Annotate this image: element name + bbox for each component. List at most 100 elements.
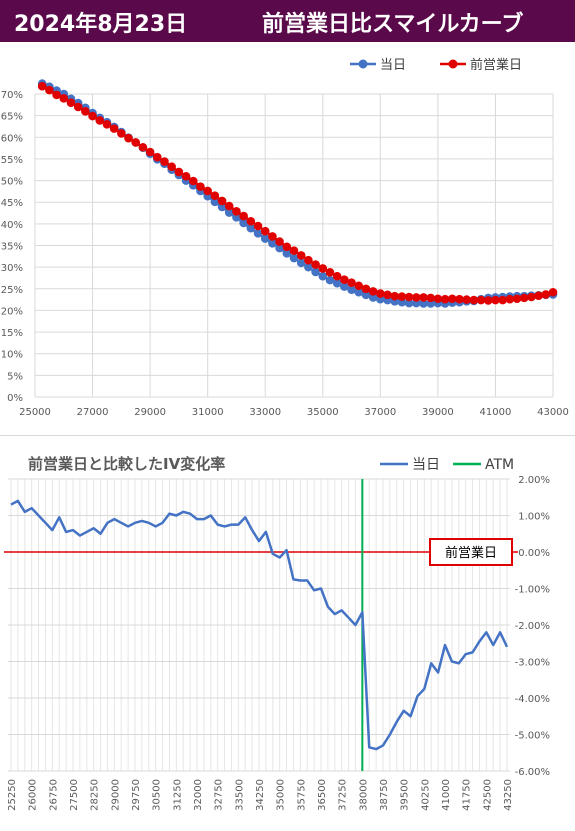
data-point — [73, 102, 83, 112]
data-point — [296, 251, 306, 260]
y-tick-label: 35% — [1, 242, 23, 253]
y-tick-label: 5% — [7, 371, 23, 382]
x-tick-label: 26000 — [28, 779, 39, 811]
x-tick-label: 29750 — [131, 779, 142, 811]
data-point — [289, 253, 299, 263]
data-point — [340, 275, 349, 284]
data-point — [124, 133, 133, 143]
data-point — [426, 293, 435, 303]
series-line-current — [41, 82, 554, 305]
data-point — [318, 264, 328, 273]
data-point — [512, 294, 522, 304]
data-point — [347, 278, 356, 288]
y-tick-label: 0% — [7, 393, 23, 404]
series-line-previous — [41, 85, 554, 302]
data-point — [217, 196, 227, 206]
data-point — [548, 287, 558, 297]
x-tick-label: 41000 — [480, 407, 512, 418]
legend-marker — [358, 59, 368, 69]
data-point — [102, 120, 112, 129]
data-point — [519, 293, 529, 303]
x-tick-label: 31000 — [192, 407, 224, 418]
data-point — [203, 186, 212, 196]
x-tick-label: 36500 — [317, 779, 328, 811]
data-point — [260, 234, 270, 243]
y-tick-label: 60% — [1, 133, 23, 144]
y-tick-label: 30% — [1, 263, 23, 274]
data-point — [390, 291, 400, 301]
x-tick-label: 39000 — [422, 407, 454, 418]
data-point — [469, 295, 479, 305]
iv-change-svg: 2.00% 1.00% 0.00% -1.00% -2.00% -3.00% -4.00% -… — [4, 455, 550, 811]
y-tick-label: 15% — [1, 328, 23, 339]
y-tick-label: -4.00% — [515, 694, 550, 705]
data-point — [95, 116, 105, 125]
x-tick-label: 43000 — [537, 407, 569, 418]
data-point — [498, 295, 507, 305]
data-point — [174, 167, 184, 177]
data-point — [332, 271, 342, 281]
legend-label: 前営業日 — [470, 57, 522, 73]
data-point — [433, 294, 443, 304]
header-title: 前営業日比スマイルカーブ — [262, 12, 524, 37]
data-point — [253, 229, 263, 238]
y-tick-label: -5.00% — [515, 731, 550, 742]
legend-marker — [448, 59, 458, 69]
data-point — [383, 290, 392, 300]
x-tick-label: 27000 — [77, 407, 109, 418]
y-tick-label: 20% — [1, 306, 23, 317]
data-point — [483, 296, 493, 305]
x-tick-label: 35000 — [307, 407, 339, 418]
y-tick-label: -1.00% — [515, 585, 550, 596]
data-point — [268, 232, 277, 241]
data-point — [275, 237, 284, 246]
y-tick-label: 25% — [1, 285, 23, 296]
data-point — [282, 242, 292, 252]
x-tick-label: 39500 — [400, 779, 411, 811]
data-point — [253, 221, 263, 231]
data-point — [505, 294, 515, 304]
y-tick-label: 50% — [1, 177, 23, 188]
data-point — [66, 98, 76, 107]
zero-line-label-box — [429, 538, 513, 566]
data-point — [541, 290, 551, 299]
y-tick-label: 2.00% — [518, 475, 550, 486]
series-line-current — [10, 499, 509, 751]
data-point — [109, 124, 119, 133]
y-tick-label: 70% — [1, 90, 23, 101]
header-date: 2024年8月23日 — [14, 12, 188, 37]
smile-curve-chart: 0% 5% 10% 15% 20% 25% 30% 35% 40% 45% 50% 55% 60% 65%… — [0, 42, 575, 436]
data-point — [81, 107, 90, 116]
data-point — [404, 292, 414, 302]
x-tick-label: 25250 — [7, 779, 18, 811]
x-tick-label: 31250 — [172, 779, 183, 811]
y-tick-label: -3.00% — [515, 658, 550, 669]
smile-curve-svg: 0% 5% 10% 15% 20% 25% 30% 35% 40% 45% 50% 55% 60% 65%… — [1, 57, 569, 418]
data-point — [131, 138, 141, 147]
x-tick-label: 42500 — [482, 779, 493, 811]
data-point — [325, 275, 335, 285]
data-point — [325, 268, 335, 277]
data-point — [45, 85, 54, 95]
data-point — [376, 289, 385, 298]
y-tick-label: 40% — [1, 220, 23, 231]
data-point — [167, 162, 176, 172]
iv-change-chart: 2.00% 1.00% 0.00% -1.00% -2.00% -3.00% -4.00% -… — [0, 436, 575, 827]
x-tick-label: 43250 — [503, 779, 514, 811]
x-tick-label: 25000 — [19, 407, 51, 418]
x-tick-label: 27500 — [69, 779, 80, 811]
legend-label: 当日 — [412, 457, 440, 473]
x-tick-label: 29000 — [110, 779, 121, 811]
data-point — [491, 295, 500, 305]
data-point — [246, 216, 256, 226]
x-tick-label: 40250 — [420, 779, 431, 811]
x-tick-label: 28250 — [90, 779, 101, 811]
data-point — [160, 157, 169, 166]
data-point — [368, 287, 378, 296]
y-tick-label: -2.00% — [515, 621, 550, 632]
data-point — [210, 191, 220, 201]
y-tick-label: 55% — [1, 155, 23, 166]
x-tick-label: 32750 — [214, 779, 225, 811]
y-tick-label: 0.00% — [518, 548, 550, 559]
data-point — [153, 152, 162, 162]
